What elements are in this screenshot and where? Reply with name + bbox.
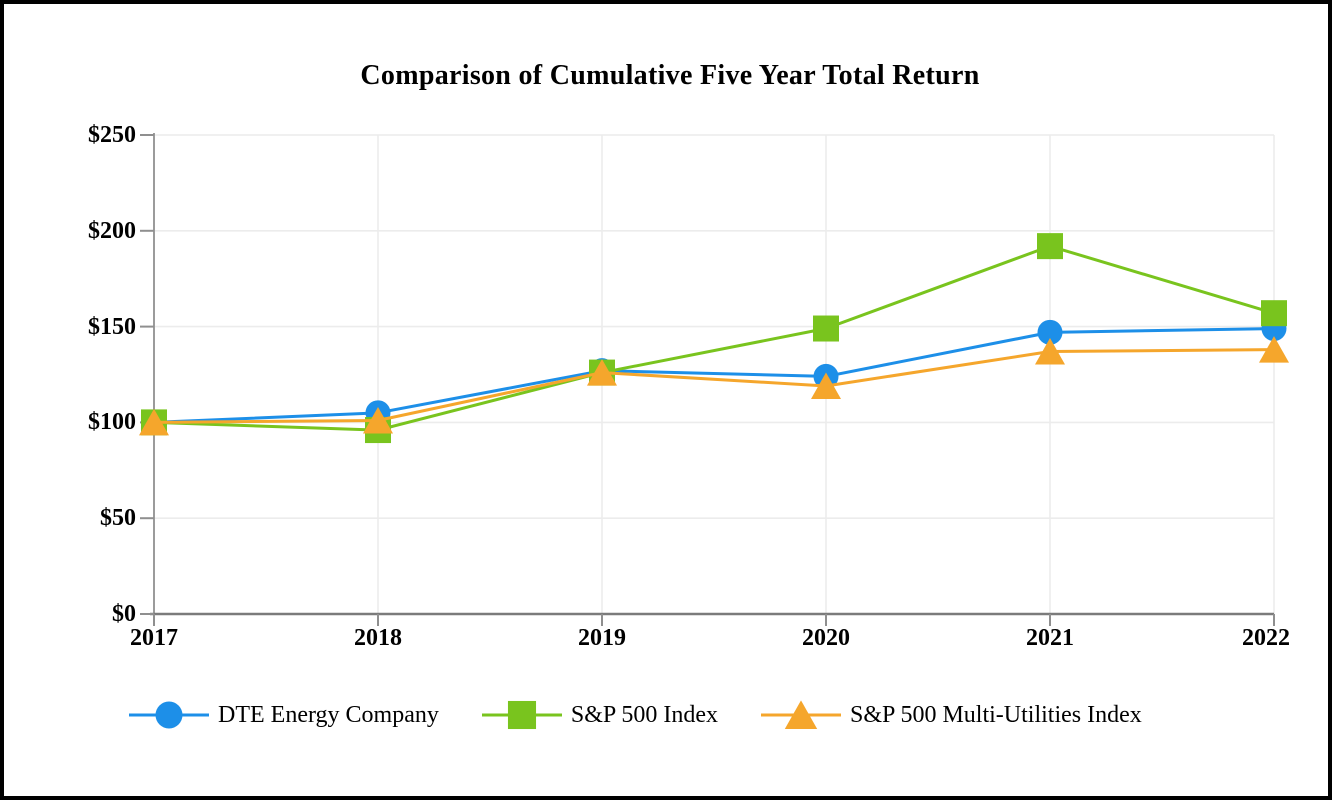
legend-label: S&P 500 Multi-Utilities Index — [849, 701, 1142, 728]
chart-title: Comparison of Cumulative Five Year Total… — [360, 60, 980, 91]
data-point-marker — [363, 406, 393, 434]
legend-square-icon — [481, 700, 562, 730]
series-dte-energy-company — [141, 316, 1287, 435]
legend-item: S&P 500 Multi-Utilities Index — [760, 698, 1142, 732]
data-point-marker — [784, 700, 818, 730]
x-axis-label: 2017 — [130, 625, 178, 651]
x-axis-label: 2020 — [802, 625, 850, 651]
data-point-marker — [587, 359, 617, 386]
x-axis-label: 2019 — [578, 625, 626, 651]
data-point-marker — [813, 315, 839, 342]
legend-triangle-icon — [760, 700, 841, 730]
series-s-p-500-multi-utilities-index — [139, 336, 1289, 436]
series-line — [152, 348, 1276, 424]
legend-label: S&P 500 Index — [570, 701, 718, 728]
y-axis-label: $0 — [112, 601, 136, 627]
series-line — [152, 244, 1276, 432]
legend: DTE Energy Company S&P 500 Index S&P 500 M… — [128, 698, 1142, 732]
data-point-marker — [1035, 338, 1065, 365]
x-axis-label: 2018 — [354, 625, 402, 651]
y-axis-label: $150 — [88, 313, 136, 340]
legend-label: DTE Energy Company — [218, 701, 439, 728]
series-s-p-500-index — [141, 233, 1287, 444]
legend-circle-icon — [129, 701, 209, 729]
data-point-marker — [1037, 319, 1063, 345]
x-axis-label: 2021 — [1026, 625, 1074, 651]
data-point-marker — [1261, 300, 1287, 327]
y-axis-label: $100 — [88, 409, 136, 436]
data-point-marker — [507, 700, 536, 730]
data-point-marker — [139, 408, 169, 436]
legend-item: S&P 500 Index — [481, 698, 718, 732]
data-point-marker — [155, 701, 183, 729]
y-axis-label: $200 — [88, 217, 136, 244]
chart-canvas — [139, 133, 1289, 626]
y-axis-label: $250 — [88, 122, 136, 148]
series-line — [152, 327, 1276, 424]
x-axis-label: 2022 — [1242, 625, 1290, 651]
y-axis-label: $50 — [100, 505, 136, 532]
data-point-marker — [1259, 336, 1289, 363]
data-point-marker — [811, 372, 841, 399]
data-point-marker — [1037, 233, 1063, 260]
legend-item: DTE Energy Company — [128, 698, 439, 732]
